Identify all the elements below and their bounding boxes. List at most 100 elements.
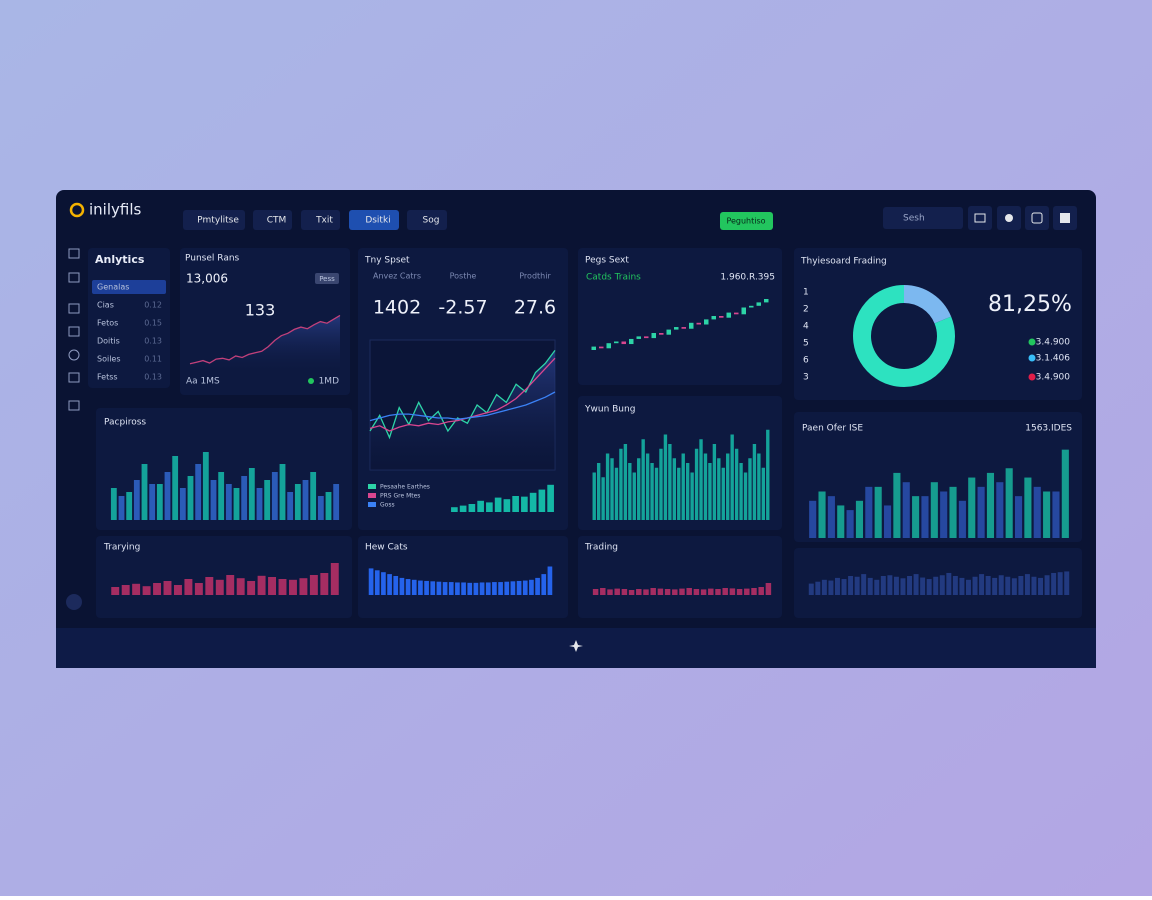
- bar: [672, 458, 677, 520]
- bar: [907, 576, 913, 595]
- button-label[interactable]: Peguhtiso: [726, 217, 765, 226]
- search-placeholder[interactable]: Sesh: [903, 214, 925, 224]
- bar: [592, 589, 599, 595]
- sidebar-value: 0.11: [144, 355, 162, 364]
- bar: [690, 472, 694, 520]
- nav-icon[interactable]: [66, 594, 82, 610]
- icon-button[interactable]: [1025, 206, 1049, 230]
- bar: [681, 453, 685, 520]
- bar: [317, 496, 324, 520]
- bar: [726, 453, 730, 520]
- candle-body: [666, 329, 671, 335]
- kpi-value: 13,006: [186, 272, 228, 286]
- sidebar-item[interactable]: Soiles: [97, 355, 121, 364]
- candle-body: [756, 302, 761, 306]
- bar: [187, 476, 194, 520]
- sidebar-item[interactable]: Genalas: [97, 283, 129, 292]
- sidebar-item[interactable]: Doitis: [97, 337, 120, 346]
- bar: [133, 480, 140, 520]
- bar: [218, 472, 225, 520]
- tab-label[interactable]: Pmtylitse: [197, 216, 239, 226]
- donut-label: 81,25%: [988, 292, 1072, 317]
- sidebar-item-selected[interactable]: [92, 280, 166, 294]
- bar: [855, 500, 864, 538]
- bar: [664, 589, 671, 595]
- bar: [1024, 477, 1032, 538]
- tab-label[interactable]: Sog: [423, 216, 440, 226]
- icon-button[interactable]: [968, 206, 992, 230]
- bar: [1044, 575, 1050, 595]
- bar: [411, 579, 417, 595]
- bar: [668, 444, 672, 520]
- tab[interactable]: [253, 210, 292, 230]
- tab-label[interactable]: Txit: [315, 216, 333, 226]
- bar: [473, 582, 479, 595]
- candle-body: [749, 305, 754, 308]
- bar: [679, 588, 685, 595]
- tab[interactable]: [407, 210, 447, 230]
- bar: [205, 577, 214, 595]
- nav-icon[interactable]: [68, 303, 80, 314]
- bar: [309, 575, 318, 595]
- footer-icon[interactable]: [569, 640, 583, 652]
- candle-body: [591, 346, 596, 350]
- bar: [883, 505, 892, 538]
- bar: [1031, 576, 1037, 595]
- bar: [173, 585, 182, 595]
- tab[interactable]: [183, 210, 245, 230]
- sidebar-value: 0.15: [144, 319, 162, 328]
- series-line: [369, 391, 556, 422]
- tab[interactable]: [349, 210, 399, 230]
- bar: [601, 477, 605, 520]
- sidebar-value: 0.12: [144, 301, 162, 310]
- chart-annotation: 133: [245, 301, 276, 320]
- bar: [541, 574, 547, 595]
- search-box[interactable]: [883, 207, 963, 229]
- bar: [118, 496, 125, 520]
- nav-icon[interactable]: [68, 326, 80, 337]
- side-icons: [66, 248, 82, 610]
- tab-label[interactable]: Dsitki: [365, 216, 390, 226]
- tab-label[interactable]: CTM: [267, 216, 287, 226]
- bar: [142, 586, 151, 595]
- candle-body: [599, 346, 604, 349]
- bar: [330, 563, 339, 595]
- bar: [485, 582, 491, 595]
- bar: [194, 583, 203, 595]
- primary-button[interactable]: [720, 212, 773, 230]
- card-title: Pacpiross: [104, 418, 146, 428]
- bar: [715, 589, 721, 595]
- card-title: Thyiesoard Frading: [800, 257, 887, 267]
- legend-dot: [1028, 373, 1036, 381]
- bar: [828, 580, 834, 595]
- nav-icon[interactable]: [68, 248, 80, 259]
- bar: [614, 588, 620, 595]
- bar: [529, 579, 534, 595]
- bar: [751, 588, 757, 595]
- bar: [498, 582, 503, 595]
- bar: [865, 486, 873, 538]
- sidebar-value: 0.13: [144, 373, 162, 382]
- bar: [827, 496, 835, 538]
- bar: [486, 502, 493, 512]
- bar: [992, 577, 998, 595]
- nav-icon[interactable]: [68, 372, 80, 383]
- bar: [405, 579, 411, 595]
- bar: [547, 484, 554, 512]
- nav-icon[interactable]: [68, 272, 80, 283]
- bar: [621, 589, 628, 595]
- bar: [657, 588, 664, 595]
- card-title: Ywun Bung: [584, 405, 635, 415]
- footer-label: 1MD: [319, 377, 339, 387]
- bar: [712, 444, 717, 520]
- sidebar-item[interactable]: Cias: [97, 301, 114, 310]
- tab[interactable]: [301, 210, 340, 230]
- nav-icon[interactable]: [68, 400, 80, 411]
- sidebar-item[interactable]: Fetss: [97, 373, 118, 382]
- nav-icon[interactable]: [68, 349, 80, 361]
- sidebar-item[interactable]: Fetos: [97, 319, 118, 328]
- toolbar-icons: [968, 206, 1077, 230]
- candle-body: [629, 338, 634, 345]
- bar: [393, 576, 399, 595]
- bar: [939, 575, 945, 595]
